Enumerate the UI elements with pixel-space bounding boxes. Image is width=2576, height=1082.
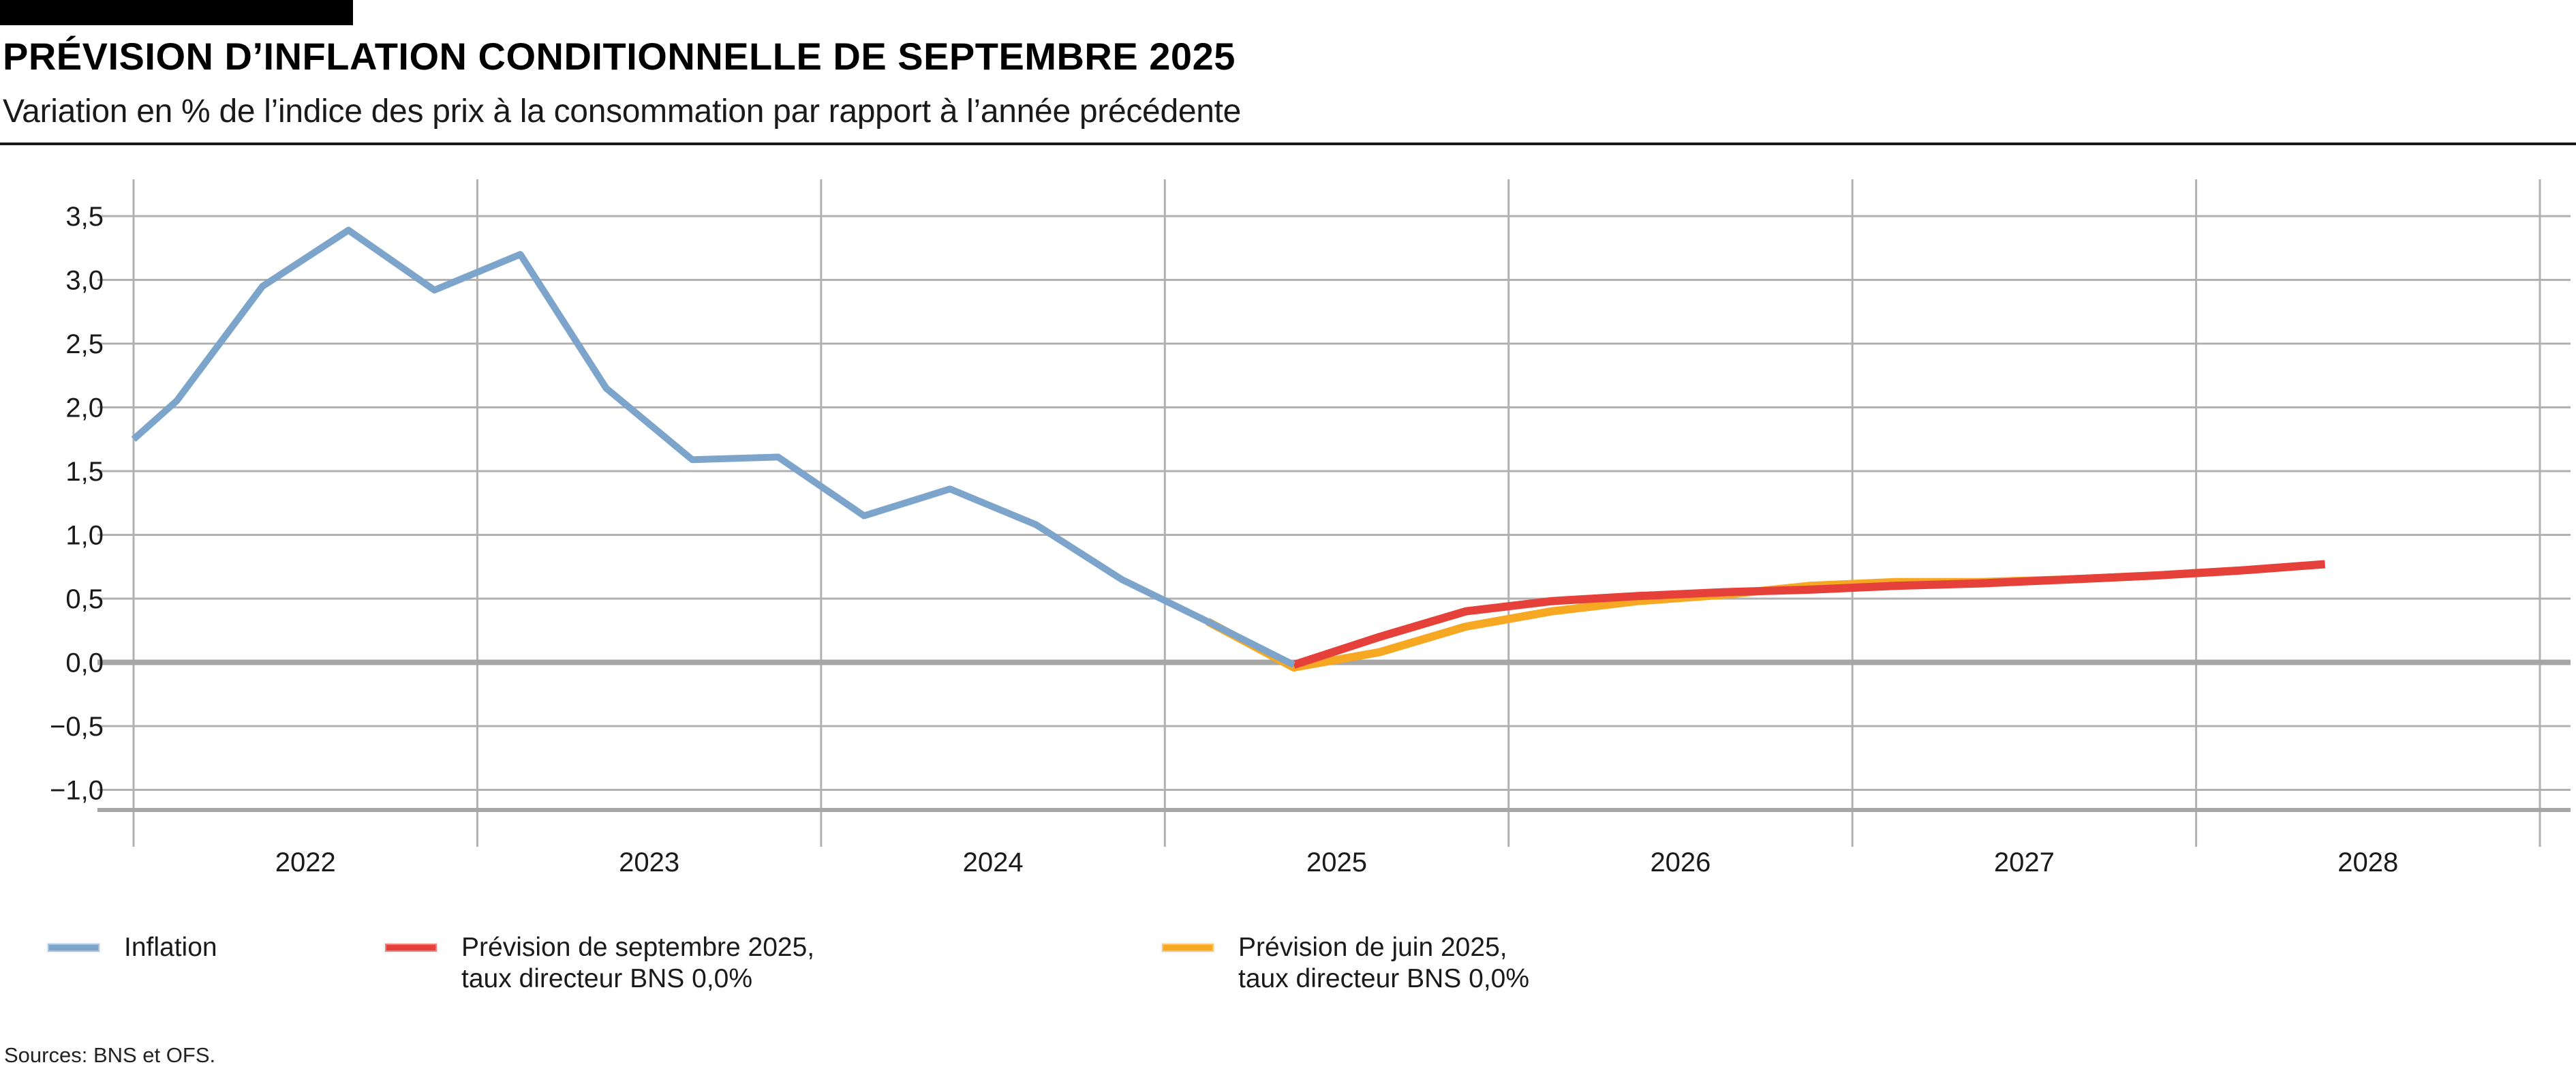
legend-label-line: Inflation — [124, 933, 217, 962]
x-tick-label: 2026 — [1650, 847, 1711, 877]
prevision-septembre-2025-line — [1292, 560, 2326, 669]
brand-black-bar — [0, 0, 353, 25]
september-forecast-line-swatch — [385, 944, 437, 952]
legend-label-line: taux directeur BNS 0,0% — [461, 964, 753, 993]
legend-item-june-forecast: Prévision de juin 2025, taux directeur B… — [1162, 932, 1529, 995]
y-tick-label: −0,5 — [50, 712, 104, 742]
sources-note: Sources: BNS et OFS. — [4, 1043, 216, 1067]
y-tick-label: 2,0 — [65, 393, 104, 423]
x-tick-label: 2028 — [2337, 847, 2398, 877]
page-title: PRÉVISION D’INFLATION CONDITIONNELLE DE … — [3, 35, 1236, 78]
legend-label-june-forecast: Prévision de juin 2025, taux directeur B… — [1238, 932, 1529, 995]
y-tick-label: 3,0 — [65, 266, 104, 296]
prevision-juin-2025-line — [1206, 566, 2239, 672]
inflation-line-swatch — [48, 944, 99, 952]
y-tick-label: 2,5 — [65, 329, 104, 359]
header-divider — [0, 142, 2576, 145]
x-tick-label: 2025 — [1306, 847, 1367, 877]
y-tick-label: 1,5 — [65, 457, 104, 487]
y-tick-label: 3,5 — [65, 202, 104, 232]
y-tick-label: 1,0 — [65, 521, 104, 551]
legend-label-line: Prévision de juin 2025, — [1238, 933, 1507, 962]
legend-item-september-forecast: Prévision de septembre 2025, taux direct… — [385, 932, 814, 995]
y-tick-label: 0,5 — [65, 584, 104, 614]
y-tick-label: 0,0 — [65, 648, 104, 678]
x-tick-label: 2022 — [275, 847, 336, 877]
june-forecast-line-swatch — [1162, 944, 1214, 952]
legend-label-september-forecast: Prévision de septembre 2025, taux direct… — [461, 932, 814, 995]
x-tick-label: 2024 — [963, 847, 1024, 877]
legend-label-line: Prévision de septembre 2025, — [461, 933, 815, 962]
inflation-line — [131, 226, 1295, 668]
x-tick-label: 2023 — [619, 847, 679, 877]
legend-item-inflation: Inflation — [48, 932, 217, 963]
legend-label-line: taux directeur BNS 0,0% — [1238, 964, 1530, 993]
x-tick-label: 2027 — [1994, 847, 2055, 877]
y-tick-label: −1,0 — [50, 776, 104, 806]
page-subtitle: Variation en % de l’indice des prix à la… — [3, 93, 1242, 130]
legend-label-inflation: Inflation — [124, 932, 217, 963]
